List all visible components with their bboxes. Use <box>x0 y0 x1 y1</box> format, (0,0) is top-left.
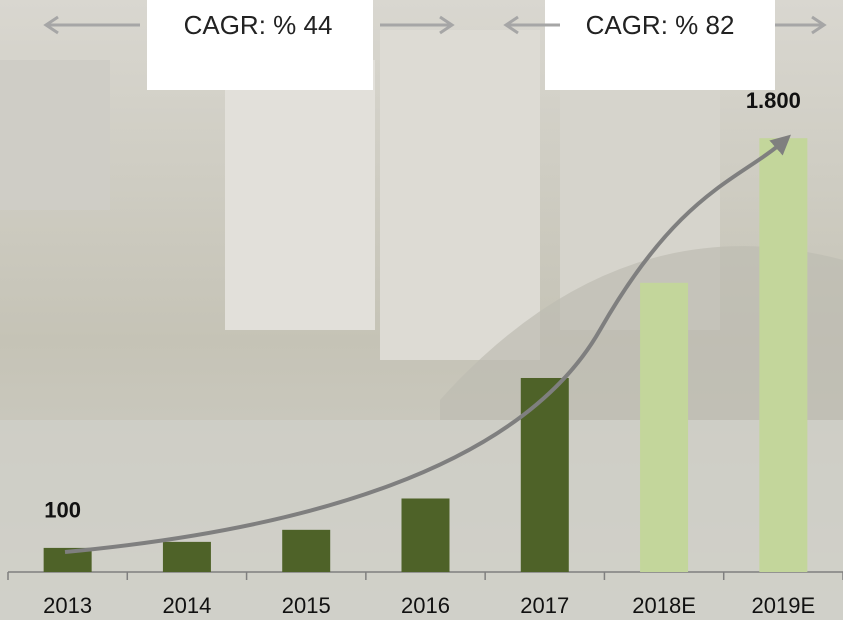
chart: CAGR: % 44 CAGR: % 82 2013 100 2014 2015 201… <box>0 0 843 620</box>
x-tick-label: 2016 <box>401 593 450 618</box>
x-tick-label: 2018E <box>632 593 696 618</box>
annotation: CAGR: % 44 <box>184 10 333 40</box>
bar <box>521 378 569 572</box>
bar <box>282 530 330 572</box>
bar <box>163 542 211 572</box>
data-label: 100 <box>44 498 81 523</box>
data-label: 1.800 <box>746 88 801 113</box>
bar <box>640 283 688 572</box>
x-tick-label: 2015 <box>282 593 331 618</box>
bar <box>759 138 807 572</box>
x-tick-label: 2019E <box>752 593 816 618</box>
bar <box>402 498 450 572</box>
x-tick-label: 2014 <box>162 593 211 618</box>
x-tick-label: 2017 <box>520 593 569 618</box>
x-tick-label: 2013 <box>43 593 92 618</box>
annotation: CAGR: % 82 <box>586 10 735 40</box>
